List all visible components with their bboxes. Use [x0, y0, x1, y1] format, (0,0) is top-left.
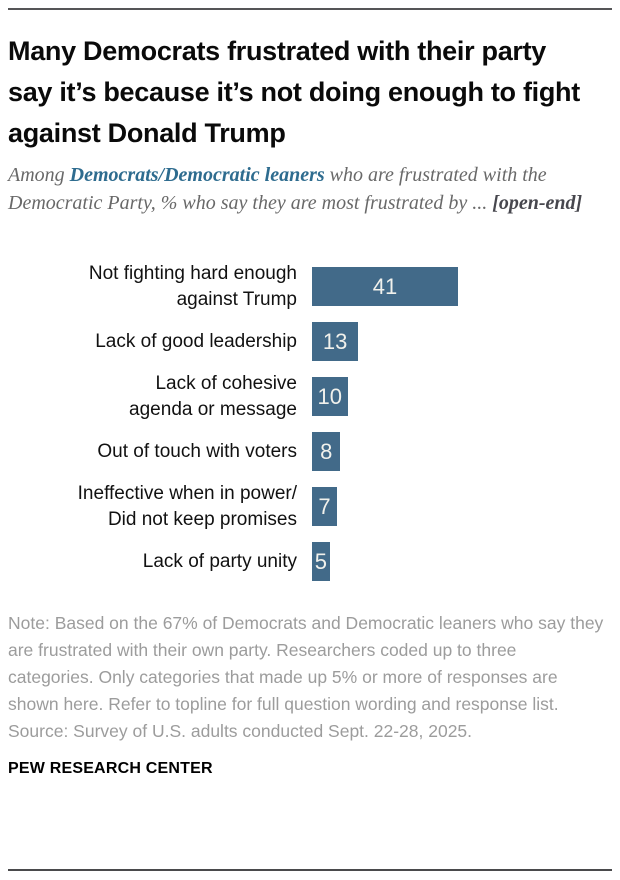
category-label: Lack of party unity [142, 550, 297, 572]
category-label: Out of touch with voters [97, 440, 297, 462]
page-title: Many Democrats frustrated with their par… [8, 36, 580, 148]
chart-row: Not fighting hard enough against Trump 41 [8, 259, 612, 314]
bottom-divider [8, 869, 612, 871]
bar-value-label: 10 [317, 383, 343, 409]
chart-row: Ineffective when in power/ Did not keep … [8, 479, 612, 534]
subtitle-middle: who are frustrated with the Democratic P… [8, 164, 547, 214]
chart-source: Source: Survey of U.S. adults conducted … [8, 721, 473, 741]
bar-chart: Not fighting hard enough against Trump 41… [8, 259, 612, 589]
bar: 8 [312, 432, 341, 471]
bar-value-label: 7 [318, 493, 331, 519]
category-label: Not fighting hard enough against Trump [88, 262, 297, 310]
chart-note: Note: Based on the 67% of Democrats and … [8, 613, 604, 714]
chart-row: Lack of good leadership 13 [8, 314, 612, 369]
bar-value-label: 13 [322, 328, 348, 354]
bar: 5 [312, 542, 330, 581]
chart-subtitle: Among Democrats/Democratic leaners who a… [8, 161, 608, 217]
chart-row: Lack of party unity 5 [8, 534, 612, 589]
subtitle-highlight: Democrats/Democratic leaners [69, 164, 325, 186]
top-divider [8, 8, 612, 10]
category-label: Lack of cohesive agenda or message [129, 372, 297, 420]
pew-chart-card: Many Democrats frustrated with their par… [0, 8, 620, 880]
subtitle-open-end: [open-end] [492, 192, 583, 214]
category-label: Lack of good leadership [95, 330, 297, 352]
pew-research-center-wordmark: PEW RESEARCH CENTER [8, 760, 213, 777]
bar: 41 [312, 267, 458, 306]
category-label: Ineffective when in power/ Did not keep … [77, 482, 297, 530]
bar: 13 [312, 322, 359, 361]
bar: 7 [312, 487, 337, 526]
bar: 10 [312, 377, 348, 416]
bar-value-label: 8 [320, 438, 333, 464]
bar-value-label: 5 [314, 548, 328, 574]
chart-row: Out of touch with voters 8 [8, 424, 612, 479]
bar-value-label: 41 [372, 273, 398, 299]
chart-row: Lack of cohesive agenda or message 10 [8, 369, 612, 424]
subtitle-prefix: Among [8, 164, 70, 186]
